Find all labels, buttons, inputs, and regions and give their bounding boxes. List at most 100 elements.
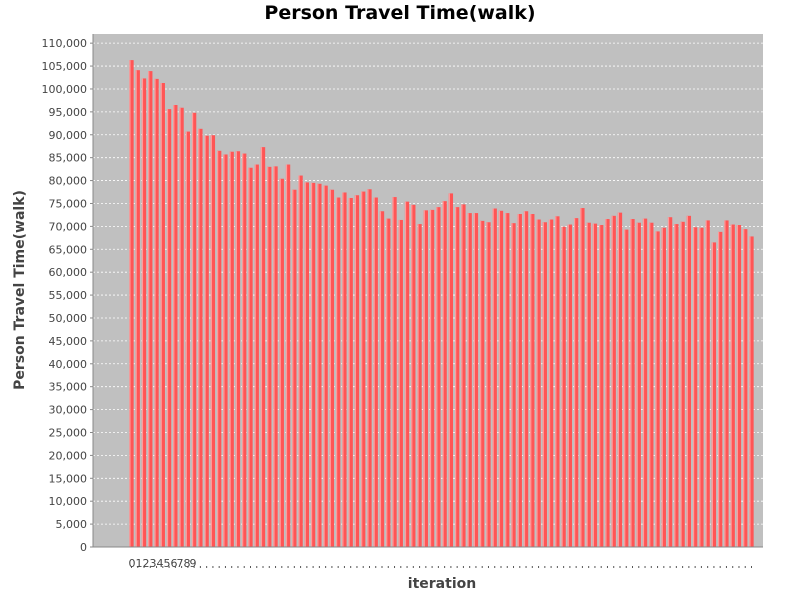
bar-highlight (336, 197, 338, 547)
bar-highlight (649, 222, 651, 547)
bar-5 (160, 83, 165, 547)
bar-highlight (217, 150, 219, 548)
bar-highlight (392, 197, 394, 547)
y-tick-label: 75,000 (49, 197, 88, 210)
bar-2 (141, 78, 147, 548)
bar-highlight (323, 185, 325, 548)
y-tick-label: 105,000 (42, 60, 88, 73)
bar-highlight (436, 207, 438, 547)
bar-25 (285, 164, 291, 548)
x-tick-label: 3 (150, 557, 157, 570)
bar-64 (530, 214, 535, 547)
bar-41 (386, 218, 391, 547)
bar-21 (260, 147, 266, 547)
y-tick-label: 0 (80, 541, 87, 554)
bar-17 (235, 151, 241, 547)
bar-highlight (348, 197, 350, 548)
bar-22 (267, 166, 272, 547)
bar-highlight (361, 191, 363, 547)
bar-95 (724, 220, 729, 548)
bar-81 (636, 222, 641, 547)
bar-36 (354, 195, 360, 548)
bar-29 (310, 182, 316, 548)
bar-19 (248, 167, 253, 547)
bar-3 (148, 71, 153, 547)
bar-98 (743, 229, 748, 547)
bar-highlight (686, 215, 688, 547)
bar-highlight (354, 195, 356, 548)
bar-56 (480, 220, 485, 547)
bar-57 (486, 222, 491, 547)
bar-30 (317, 183, 322, 547)
bar-55 (473, 213, 479, 547)
bar-highlight (473, 213, 475, 547)
y-tick-label: 20,000 (49, 449, 88, 462)
bar-highlight (536, 219, 538, 547)
bar-16 (229, 151, 234, 547)
bar-77 (611, 215, 616, 547)
bar-26 (292, 189, 297, 548)
bar-34 (342, 192, 347, 548)
bar-highlight (279, 178, 281, 548)
y-tick-label: 5,000 (56, 518, 88, 531)
chart-title: Person Travel Time(walk) (264, 2, 536, 24)
bar-highlight (304, 182, 306, 547)
bars (129, 60, 754, 548)
y-tick-label: 15,000 (49, 472, 88, 485)
bar-31 (323, 185, 328, 548)
x-tick-label: 2 (143, 557, 150, 570)
bar-74 (592, 223, 598, 547)
x-tick-label: 4 (157, 557, 164, 570)
bar-highlight (448, 193, 450, 547)
bar-highlight (724, 220, 726, 548)
bar-27 (298, 175, 303, 547)
bar-0 (129, 60, 134, 548)
bar-14 (217, 150, 222, 548)
bar-highlight (210, 135, 212, 548)
bar-7 (173, 105, 178, 547)
bar-84 (655, 231, 660, 547)
bar-highlight (674, 224, 676, 547)
bar-highlight (235, 151, 238, 547)
bar-1 (135, 70, 140, 548)
bar-highlight (586, 222, 588, 547)
bar-highlight (480, 220, 482, 547)
x-tick-label: 5 (164, 557, 171, 570)
bar-highlight (173, 105, 175, 547)
bar-73 (586, 222, 591, 547)
bar-93 (711, 242, 717, 547)
y-tick-label: 60,000 (49, 266, 88, 279)
bar-highlight (154, 78, 156, 547)
bar-highlight (379, 211, 382, 547)
bar-highlight (404, 201, 407, 547)
bar-66 (542, 222, 547, 547)
bar-13 (210, 135, 216, 548)
bar-91 (699, 227, 704, 547)
bar-highlight (185, 131, 187, 547)
bar-68 (555, 216, 560, 548)
bar-highlight (273, 166, 275, 547)
bar-highlight (455, 207, 457, 547)
bar-54 (467, 213, 472, 547)
bar-85 (661, 227, 666, 547)
bar-53 (461, 204, 466, 547)
y-tick-label: 40,000 (49, 358, 88, 371)
bar-82 (642, 218, 648, 547)
y-tick-label: 55,000 (49, 289, 88, 302)
bar-86 (667, 217, 673, 547)
bar-highlight (398, 219, 400, 547)
y-tick-label: 90,000 (49, 129, 88, 142)
bar-highlight (135, 70, 137, 548)
x-tick-label: 0 (129, 557, 136, 570)
bar-highlight (736, 225, 739, 547)
y-tick-label: 10,000 (49, 495, 88, 508)
bar-highlight (599, 225, 601, 547)
bar-39 (373, 197, 378, 547)
bar-35 (348, 197, 353, 548)
y-tick-label: 45,000 (49, 335, 88, 348)
bar-48 (429, 209, 435, 547)
y-tick-label: 70,000 (49, 220, 88, 233)
bar-69 (561, 226, 566, 547)
